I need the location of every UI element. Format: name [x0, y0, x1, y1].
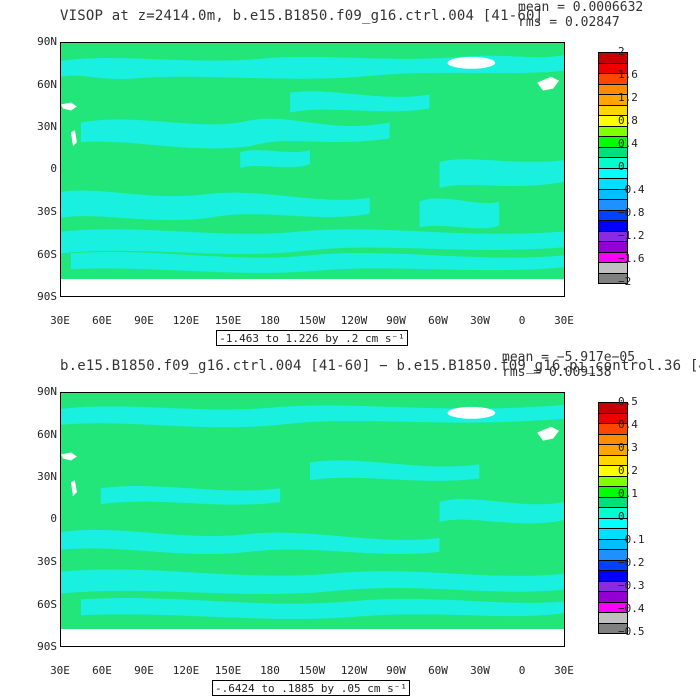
colorbar-label: 1.2	[618, 91, 638, 104]
antarctic-land	[61, 629, 564, 646]
lon-label: 0	[518, 314, 526, 327]
greenland-land	[447, 406, 496, 419]
lon-label: 150W	[298, 314, 326, 327]
lat-label: 90S	[37, 290, 57, 303]
lon-label: 60E	[92, 314, 112, 327]
lat-label: 60S	[37, 248, 57, 261]
lon-label: 60E	[92, 664, 112, 677]
colorbar-swatch	[598, 272, 628, 284]
lon-label: 150E	[214, 664, 242, 677]
colorbar-label: −1.2	[618, 229, 645, 242]
rms-stat: rms = 0.009138	[502, 365, 612, 380]
antarctic-land	[61, 279, 564, 296]
colorbar-label: 0.3	[618, 441, 638, 454]
panel-bottom: b.e15.B1850.f09_g16.ctrl.004 [41-60] − b…	[0, 350, 700, 700]
lon-label: 30W	[470, 664, 490, 677]
colorbar-label: −0.5	[618, 625, 645, 638]
lon-label: 120W	[340, 664, 368, 677]
colorbar-label: 0.8	[618, 114, 638, 127]
lat-label: 0	[50, 512, 57, 525]
lon-label: 0	[518, 664, 526, 677]
colorbar-label: −0.8	[618, 206, 645, 219]
lon-label: 90E	[134, 314, 154, 327]
colorbar-label: −0.4	[618, 183, 645, 196]
colorbar-label: 0.4	[618, 418, 638, 431]
lat-label: 90S	[37, 640, 57, 653]
colorbar-label: 0	[618, 510, 625, 523]
lon-label: 90E	[134, 664, 154, 677]
mean-stat: mean = 0.0006632	[518, 0, 644, 15]
anomaly-patches	[61, 404, 564, 619]
colorbar-label: 0.5	[618, 395, 638, 408]
lat-label: 0	[50, 162, 57, 175]
land-patch	[61, 102, 77, 111]
colorbar-label: 2	[618, 45, 625, 58]
land-patch	[70, 130, 77, 147]
land-patch	[70, 480, 77, 497]
lat-label: 30N	[37, 470, 57, 483]
colorbar-label: 0	[618, 160, 625, 173]
lon-label: 150W	[298, 664, 326, 677]
lon-label: 30W	[470, 314, 490, 327]
rms-stat: rms = 0.02847	[518, 15, 620, 30]
lon-label: 30E	[50, 314, 70, 327]
land-patch	[537, 426, 560, 441]
lon-label: 30E	[554, 664, 574, 677]
lat-label: 60N	[37, 78, 57, 91]
colorbar-label: −0.3	[618, 579, 645, 592]
lon-label: 60W	[428, 664, 448, 677]
lat-label: 30S	[37, 205, 57, 218]
colorbar-label: 0.4	[618, 137, 638, 150]
lat-label: 60S	[37, 598, 57, 611]
colorbar-label: −0.4	[618, 602, 645, 615]
colorbar-label: −2	[618, 275, 632, 288]
contour-range-label: -.6424 to .1885 by .05 cm s⁻¹	[212, 680, 410, 696]
lat-label: 60N	[37, 428, 57, 441]
lon-label: 180	[260, 664, 280, 677]
map-plot	[60, 42, 565, 297]
colorbar	[598, 52, 628, 284]
panel-title: b.e15.B1850.f09_g16.ctrl.004 [41-60] − b…	[60, 358, 700, 374]
lon-label: 30E	[554, 314, 574, 327]
lon-label: 90W	[386, 664, 406, 677]
lon-label: 30E	[50, 664, 70, 677]
colorbar-label: 1.6	[618, 68, 638, 81]
colorbar-label: −1.6	[618, 252, 645, 265]
panel-title: VISOP at z=2414.0m, b.e15.B1850.f09_g16.…	[60, 8, 544, 24]
panel-top: VISOP at z=2414.0m, b.e15.B1850.f09_g16.…	[37, 0, 645, 346]
colorbar-swatch	[598, 622, 628, 634]
lon-label: 60W	[428, 314, 448, 327]
ocean-field	[61, 43, 564, 296]
lon-label: 120E	[172, 314, 200, 327]
colorbar-label: 0.2	[618, 464, 638, 477]
land-patch	[537, 76, 560, 91]
colorbar-label: 0.1	[618, 487, 638, 500]
greenland-land	[447, 56, 496, 69]
lon-label: 90W	[386, 314, 406, 327]
lat-label: 90N	[37, 385, 57, 398]
lon-label: 120W	[340, 314, 368, 327]
map-plot	[60, 392, 565, 647]
lat-label: 90N	[37, 35, 57, 48]
anomaly-patches	[61, 54, 564, 273]
mean-stat: mean = −5.917e−05	[502, 350, 636, 365]
colorbar	[598, 402, 628, 634]
colorbar-label: −0.2	[618, 556, 645, 569]
ocean-field	[61, 393, 564, 646]
lon-label: 180	[260, 314, 280, 327]
colorbar-label: −0.1	[618, 533, 645, 546]
contour-range-label: -1.463 to 1.226 by .2 cm s⁻¹	[216, 330, 408, 346]
land-patch	[61, 452, 77, 461]
lat-label: 30S	[37, 555, 57, 568]
lon-label: 150E	[214, 314, 242, 327]
lat-label: 30N	[37, 120, 57, 133]
lon-label: 120E	[172, 664, 200, 677]
